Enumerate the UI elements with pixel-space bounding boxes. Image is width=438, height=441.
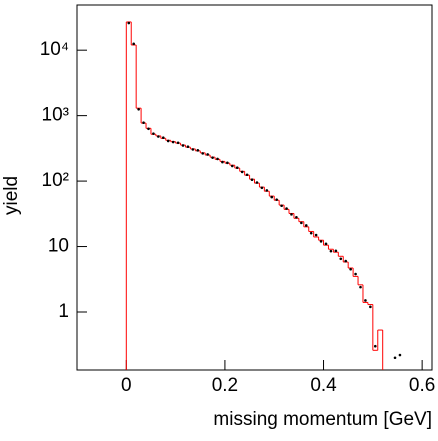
data-point: [201, 152, 205, 155]
data-point: [275, 198, 278, 201]
data-point: [300, 221, 303, 225]
y-axis-title: yield: [1, 176, 22, 215]
x-tick-label: 0.6: [409, 375, 435, 396]
data-point: [132, 42, 136, 46]
data-point: [166, 139, 170, 143]
data-point: [186, 145, 190, 149]
plot-frame: [76, 4, 433, 371]
data-point: [176, 141, 180, 145]
data-point: [309, 231, 313, 235]
data-point: [221, 160, 224, 164]
data-point: [329, 249, 333, 253]
data-point: [270, 195, 274, 199]
data-point: [137, 107, 140, 111]
data-point: [334, 249, 338, 253]
data-point: [295, 215, 298, 219]
data-point: [354, 272, 357, 276]
data-point: [211, 156, 214, 159]
data-point: [290, 213, 293, 216]
data-point: [152, 132, 155, 135]
data-point: [344, 259, 348, 263]
data-point: [398, 353, 402, 357]
data-point: [393, 356, 397, 360]
data-point: [373, 344, 377, 348]
data-point: [147, 127, 150, 131]
data-point: [171, 140, 175, 144]
data-point: [260, 186, 264, 190]
x-tick-label: 0.2: [212, 375, 238, 396]
data-point: [161, 136, 165, 140]
data-point: [280, 204, 283, 208]
data-point: [235, 166, 239, 170]
data-point: [191, 148, 195, 151]
x-axis-title: missing momentum [GeV]: [213, 409, 432, 430]
data-point: [231, 164, 234, 168]
data-point: [369, 305, 372, 309]
y-tick-label: 10³: [42, 105, 69, 126]
data-point: [226, 161, 229, 165]
y-tick-label: 10²: [42, 170, 69, 191]
data-point: [364, 299, 367, 302]
data-point: [265, 189, 269, 192]
x-tick-label: 0: [121, 375, 132, 396]
data-point: [314, 233, 318, 237]
data-point: [250, 178, 254, 182]
data-point: [324, 242, 328, 246]
x-tick-label: 0.4: [310, 375, 337, 396]
data-point: [206, 153, 209, 156]
data-point: [157, 135, 160, 138]
data-point: [339, 257, 343, 261]
data-point: [245, 173, 249, 177]
y-tick-label: 10: [48, 236, 69, 257]
y-tick-label: 1: [58, 301, 69, 322]
data-point: [216, 157, 219, 161]
data-point: [255, 181, 259, 184]
data-point: [349, 267, 352, 271]
data-point: [181, 144, 185, 147]
data-point: [359, 285, 362, 289]
data-point: [196, 149, 200, 152]
data-point: [240, 170, 244, 174]
data-point: [285, 207, 288, 210]
data-point: [127, 21, 131, 25]
data-point: [319, 240, 323, 243]
data-point: [304, 224, 308, 227]
data-point: [142, 121, 145, 124]
y-tick-label: 10⁴: [40, 39, 69, 60]
